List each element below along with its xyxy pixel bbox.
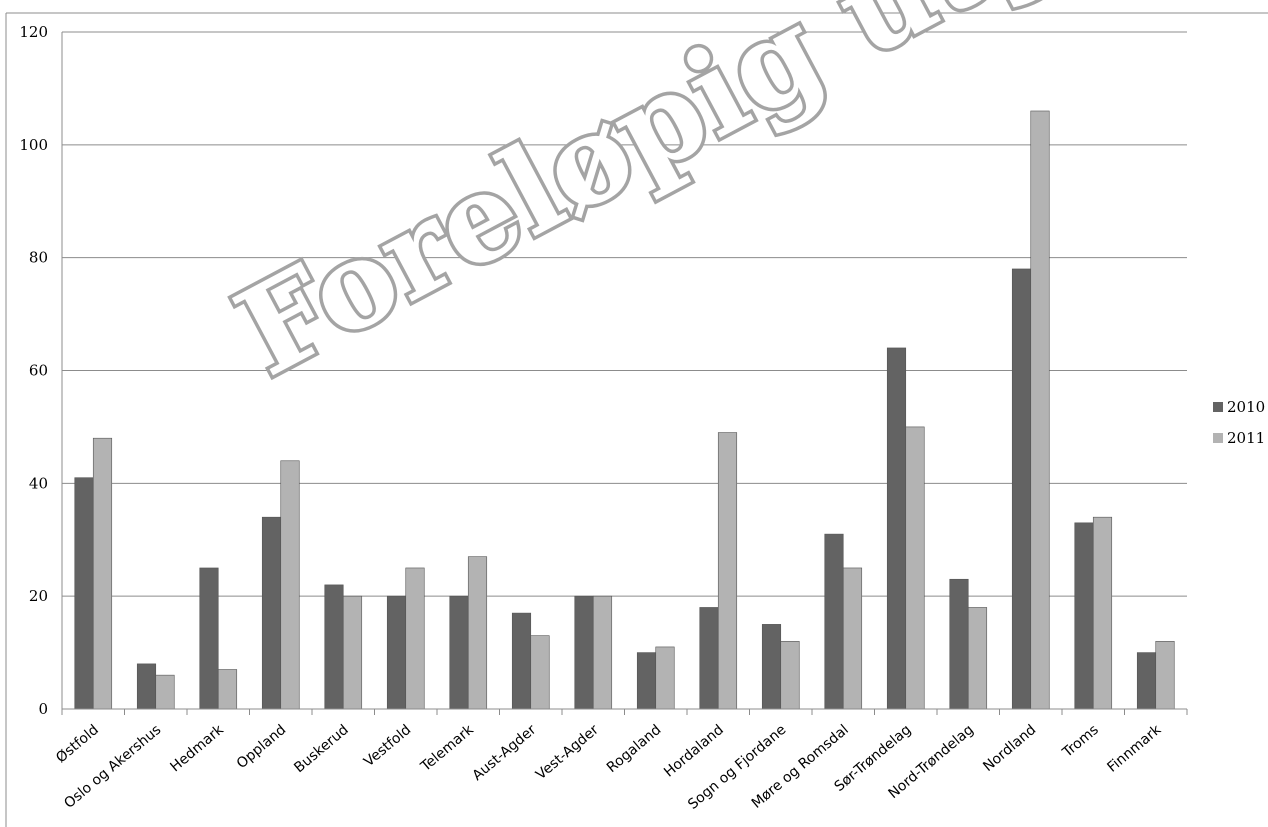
bar-2010 <box>886 347 907 710</box>
bar-2010 <box>761 624 782 710</box>
x-tick-label: Vestfold <box>361 722 414 770</box>
x-axis <box>61 32 1188 715</box>
y-tick-label: 60 <box>29 362 48 380</box>
y-tick-label: 0 <box>38 700 48 718</box>
bar-2010 <box>636 652 657 710</box>
watermark: Foreløpig utgave <box>212 0 1268 407</box>
legend-swatch-2011 <box>1213 433 1223 443</box>
bar-2011 <box>780 640 800 710</box>
bar-2011 <box>967 607 988 710</box>
bar-2010 <box>949 578 969 710</box>
bar-2011 <box>280 460 300 710</box>
bar-2010 <box>136 663 157 710</box>
x-tick-label: Rogaland <box>604 722 664 776</box>
y-tick-label: 120 <box>19 23 48 41</box>
legend-label-2010: 2010 <box>1227 398 1265 416</box>
y-tick-label: 20 <box>29 587 48 605</box>
bar-2011 <box>842 567 863 710</box>
bar-2011 <box>1092 516 1113 710</box>
x-tick-label: Aust-Agder <box>470 722 540 784</box>
x-tick-label: Vest-Agder <box>533 722 602 783</box>
legend: 2010 2011 <box>1213 398 1265 447</box>
x-tick-label: Nordland <box>980 722 1039 775</box>
x-tick-label: Finnmark <box>1104 721 1165 775</box>
x-tick-label: Buskerud <box>291 722 351 776</box>
bars <box>74 110 1175 710</box>
bar-2010 <box>824 533 844 710</box>
bar-2010 <box>386 595 407 710</box>
x-tick-label: Troms <box>1059 722 1102 762</box>
bar-2010 <box>511 612 532 710</box>
x-tick-label: Oppland <box>234 722 290 772</box>
bar-2011 <box>92 437 113 710</box>
y-tick-label: 80 <box>29 249 48 267</box>
bar-2011 <box>342 595 363 710</box>
bar-2010 <box>1074 522 1094 710</box>
bar-2010 <box>324 584 344 710</box>
gridlines <box>62 31 1187 597</box>
bar-2011 <box>155 674 175 710</box>
x-tick-label: Østfold <box>53 722 102 766</box>
bar-2010 <box>574 595 594 710</box>
legend-label-2011: 2011 <box>1227 429 1265 447</box>
x-tick-label: Hedmark <box>167 721 227 775</box>
x-tick-label: Telemark <box>417 721 477 775</box>
bar-2010 <box>1011 268 1032 710</box>
bar-2010 <box>1136 652 1157 710</box>
bar-2011 <box>1030 110 1050 710</box>
bar-2010 <box>74 477 94 710</box>
bar-2010 <box>449 595 469 710</box>
bar-2011 <box>655 646 675 710</box>
legend-swatch-2010 <box>1213 402 1223 412</box>
bar-2011 <box>217 669 238 710</box>
y-tick-label: 100 <box>19 136 48 154</box>
y-axis-ticks: 0 20 40 60 80 100 120 <box>19 23 48 718</box>
x-tick-label: Hordaland <box>661 722 727 781</box>
bar-2010 <box>699 607 719 710</box>
bar-2011 <box>592 595 613 710</box>
y-tick-label: 40 <box>29 474 48 492</box>
bar-2010 <box>261 516 282 710</box>
bar-2011 <box>1155 640 1175 710</box>
bar-2011 <box>530 635 550 710</box>
bar-2011 <box>905 426 925 710</box>
bar-2011 <box>405 567 425 710</box>
watermark-text: Foreløpig utgave <box>215 0 1268 404</box>
bar-2011 <box>717 432 738 710</box>
bar-2010 <box>199 567 219 710</box>
bar-2011 <box>467 556 488 710</box>
